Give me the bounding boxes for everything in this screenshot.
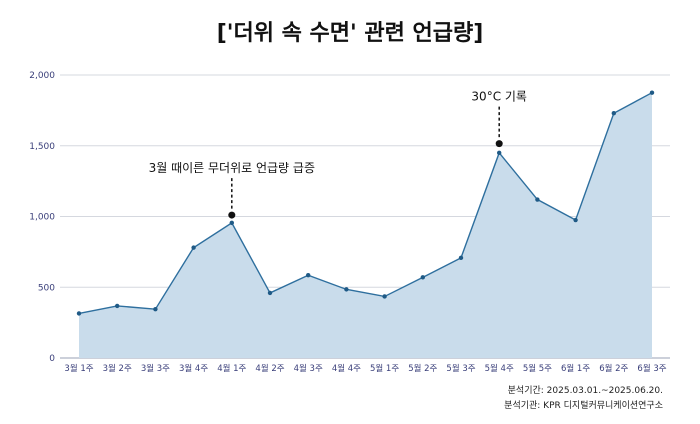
x-tick-label: 4월 3주	[294, 363, 323, 374]
data-point	[649, 90, 655, 95]
y-tick-label: 1,000	[29, 213, 55, 223]
data-point	[382, 294, 387, 299]
data-point	[76, 311, 82, 316]
x-tick-label: 3월 4주	[179, 363, 208, 374]
annotation-label: 30°C 기록	[471, 90, 527, 104]
data-point	[420, 275, 425, 280]
source-period: 분석기간: 2025.03.01.~2025.06.20.	[508, 385, 663, 396]
y-tick-label: 1,500	[29, 142, 55, 152]
data-point	[535, 197, 540, 202]
area-layer	[78, 92, 653, 358]
data-point	[573, 217, 578, 223]
data-point	[344, 287, 349, 292]
x-tick-label: 5월 1주	[370, 363, 399, 374]
x-tick-label: 4월 4주	[332, 363, 361, 374]
x-tick-label: 6월 3주	[637, 363, 666, 374]
data-point	[497, 150, 502, 156]
y-tick-label: 2,000	[29, 71, 55, 81]
x-tick-label: 5월 5주	[523, 363, 552, 374]
x-tick-label: 6월 2주	[599, 363, 628, 374]
data-point	[153, 306, 158, 312]
annotation-marker	[228, 211, 236, 219]
series-area	[79, 92, 652, 358]
x-tick-label: 5월 4주	[485, 363, 514, 374]
data-point	[229, 220, 234, 226]
annotation-layer: 3월 때이른 무더위로 언급량 급증 30°C 기록	[149, 90, 527, 219]
point-layer	[76, 90, 655, 316]
x-tick-label: 3월 1주	[64, 363, 93, 374]
chart-title: ['더위 속 수면' 관련 언급량]	[217, 21, 484, 46]
x-tick-label: 6월 1주	[561, 363, 590, 374]
data-point	[306, 273, 311, 278]
data-point	[115, 303, 120, 309]
annotation-label: 3월 때이른 무더위로 언급량 급증	[149, 161, 315, 175]
annotation-marker	[495, 140, 503, 148]
data-point	[611, 111, 616, 116]
y-tick-label: 0	[49, 354, 55, 364]
y-tick-label: 500	[38, 283, 55, 293]
data-point	[267, 290, 273, 296]
x-tick-label: 3월 3주	[141, 363, 170, 374]
x-tick-layer: 3월 1주 3월 2주 3월 3주 3월 4주 4월 1주 4월 2주 4월 3주 4월 4주…	[64, 363, 666, 374]
x-tick-label: 4월 2주	[255, 363, 284, 374]
x-tick-label: 3월 2주	[103, 363, 132, 374]
x-tick-label: 5월 2주	[408, 363, 437, 374]
x-tick-label: 5월 3주	[446, 363, 475, 374]
x-tick-label: 4월 1주	[217, 363, 246, 374]
data-point	[458, 255, 464, 261]
source-agency: 분석기관: KPR 디지털커뮤니케이션연구소	[504, 399, 663, 411]
series-line	[78, 92, 653, 315]
data-point	[191, 245, 196, 250]
